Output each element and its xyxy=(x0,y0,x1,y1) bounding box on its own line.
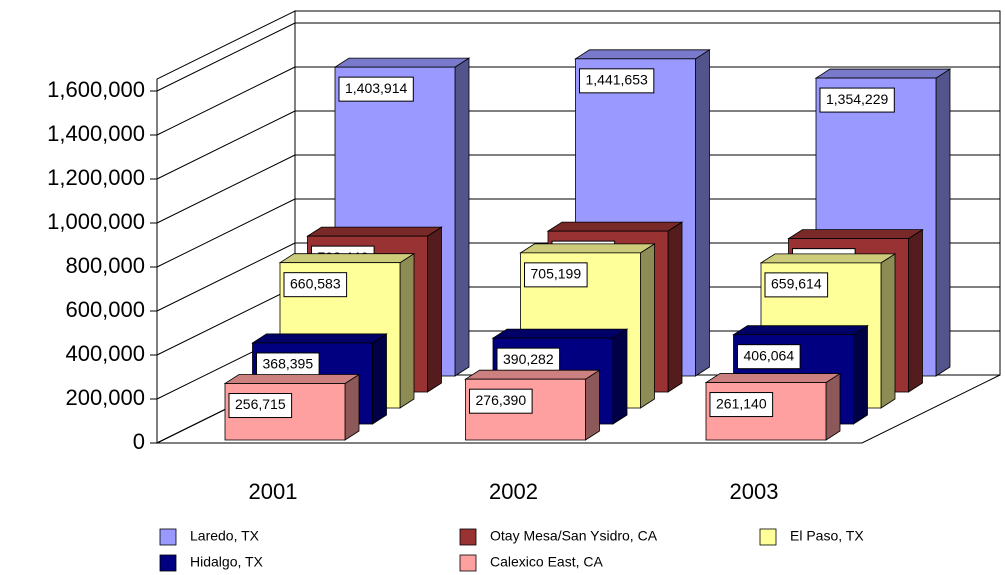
bar-side xyxy=(399,252,415,409)
legend-swatch xyxy=(159,554,177,572)
y-tick-label: 600,000 xyxy=(65,297,145,322)
grid-line xyxy=(156,286,296,356)
bar-top xyxy=(306,226,443,237)
bar-top xyxy=(278,253,416,264)
x-tick-label: 2003 xyxy=(730,479,779,504)
value-label: 261,140 xyxy=(716,395,767,411)
bar-top xyxy=(759,253,897,264)
value-label: 256,715 xyxy=(235,396,286,412)
y-tick-label: 200,000 xyxy=(65,385,145,410)
value-label: 1,354,229 xyxy=(826,91,888,107)
legend-label: Calexico East, CA xyxy=(490,554,603,570)
value-label-box xyxy=(524,262,588,288)
legend-label: Otay Mesa/San Ysidro, CA xyxy=(490,528,658,544)
legend-swatch xyxy=(159,528,177,546)
value-label-box xyxy=(819,87,895,113)
bar-side xyxy=(640,243,655,409)
value-label-box xyxy=(283,272,348,298)
bar-side xyxy=(427,226,442,393)
legend-swatch xyxy=(459,554,477,572)
bar-side xyxy=(585,369,600,441)
bar-side xyxy=(695,49,710,377)
legend-swatch xyxy=(759,528,777,546)
y-tick-label: 400,000 xyxy=(65,341,145,366)
legend-label: Laredo, TX xyxy=(190,528,260,544)
bar-top xyxy=(732,325,869,336)
grid-line xyxy=(156,242,296,312)
value-label-box xyxy=(579,68,655,94)
bar-side xyxy=(880,253,896,409)
bar-top xyxy=(491,328,629,339)
value-label-box xyxy=(709,392,774,418)
bar-top xyxy=(251,333,388,344)
bar-top xyxy=(574,49,711,60)
x-tick-label: 2002 xyxy=(489,479,538,504)
bar-side xyxy=(825,372,841,441)
y-tick-label: 1,200,000 xyxy=(47,165,145,190)
bar-top xyxy=(519,243,656,254)
bar-group: 256,715 xyxy=(223,373,361,441)
value-label: 1,441,653 xyxy=(586,72,648,88)
grid-line xyxy=(156,110,296,180)
bar-side xyxy=(344,373,360,441)
y-tick-label: 1,400,000 xyxy=(47,121,145,146)
bar-top xyxy=(223,374,361,384)
legend-label: El Paso, TX xyxy=(790,528,864,544)
legend-swatch xyxy=(459,528,477,546)
bar-top xyxy=(704,373,842,383)
bar-side xyxy=(612,328,628,425)
bar-top xyxy=(464,369,601,380)
value-label: 276,390 xyxy=(476,392,527,408)
y-tick-label: 800,000 xyxy=(65,253,145,278)
bar-group: 261,140 xyxy=(704,372,842,441)
value-label: 368,395 xyxy=(263,356,314,372)
bar-side xyxy=(372,333,387,425)
grid-line xyxy=(156,198,296,268)
y-tick-label: 1,000,000 xyxy=(47,209,145,234)
bar-side xyxy=(853,324,868,425)
y-tick-label: 0 xyxy=(133,429,145,454)
grid-line xyxy=(156,154,296,224)
bar-side xyxy=(935,68,951,377)
value-label: 406,064 xyxy=(744,347,795,363)
bar-top xyxy=(546,221,684,232)
bar-side xyxy=(667,221,683,393)
value-label: 705,199 xyxy=(531,266,582,282)
value-label: 660,583 xyxy=(290,275,341,291)
value-label-box xyxy=(469,388,533,414)
value-label-box xyxy=(764,272,829,298)
value-label-box xyxy=(737,344,801,370)
value-label: 659,614 xyxy=(771,276,822,292)
bar-group: 276,390 xyxy=(464,369,601,441)
bar-top xyxy=(333,57,471,68)
value-label: 390,282 xyxy=(503,351,554,367)
value-label-box xyxy=(338,76,414,102)
bar-top xyxy=(814,68,952,79)
y-tick-label: 1,600,000 xyxy=(47,77,145,102)
legend-label: Hidalgo, TX xyxy=(190,554,264,570)
grid-line xyxy=(156,66,296,136)
bar-side xyxy=(908,228,923,393)
value-label-box xyxy=(228,393,293,419)
grid-line xyxy=(156,22,296,92)
value-label-box xyxy=(496,347,561,373)
bar-top xyxy=(787,229,924,240)
bar-side xyxy=(454,57,470,377)
value-label: 1,403,914 xyxy=(345,80,407,96)
x-tick-label: 2001 xyxy=(249,479,298,504)
